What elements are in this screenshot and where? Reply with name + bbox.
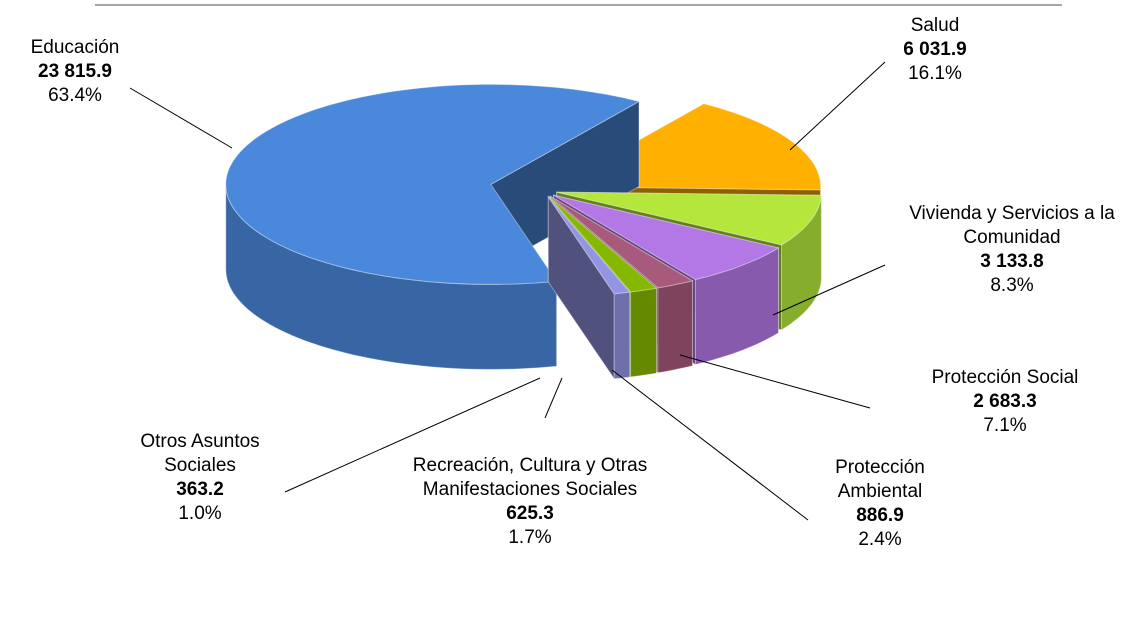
slice-side: [225, 184, 558, 370]
slice-top: [547, 196, 631, 295]
slice-side: [657, 280, 693, 374]
leader-line: [129, 87, 233, 149]
slice-label: Vivienda y Servicios a la Comunidad 3 133…: [892, 202, 1125, 298]
leader-line: [772, 264, 886, 316]
category-name: Salud: [910, 15, 960, 36]
slice-label: Protección Ambiental 886.9 2.4%: [805, 456, 955, 552]
slice-top: [556, 191, 822, 246]
slice-side: [630, 287, 657, 378]
percent-label: 1.0%: [178, 503, 222, 524]
percent-label: 1.7%: [508, 527, 552, 548]
slice-top: [553, 194, 780, 281]
slice-label: Protección Social 2 683.3 7.1%: [885, 366, 1125, 438]
value-label: 3 133.8: [980, 251, 1044, 272]
leader-line: [284, 377, 541, 493]
value-label: 2 683.3: [973, 391, 1037, 412]
leader-line: [544, 377, 563, 419]
category-name: Vivienda y Servicios a la Comunidad: [909, 203, 1115, 248]
pie-slice: [225, 83, 641, 370]
pie-slice: [547, 195, 631, 381]
percent-label: 8.3%: [990, 275, 1034, 296]
slice-label: Recreación, Cultura y Otras Manifestacio…: [405, 454, 655, 550]
slice-side: [613, 291, 631, 380]
category-name: Recreación, Cultura y Otras Manifestacio…: [412, 455, 648, 500]
value-label: 23 815.9: [38, 61, 112, 82]
category-name: Protección Ambiental: [835, 457, 925, 502]
slice-label: Educación 23 815.9 63.4%: [0, 36, 155, 108]
percent-label: 16.1%: [908, 63, 962, 84]
category-name: Educación: [30, 37, 120, 58]
percent-label: 2.4%: [858, 529, 902, 550]
value-label: 886.9: [856, 505, 904, 526]
value-label: 363.2: [176, 479, 224, 500]
leader-line: [789, 61, 886, 151]
slice-top: [548, 196, 658, 293]
slice-top: [225, 83, 641, 285]
slice-label: Salud 6 031.9 16.1%: [855, 14, 1015, 86]
category-name: Protección Social: [931, 367, 1079, 388]
percent-label: 63.4%: [48, 85, 102, 106]
percent-label: 7.1%: [983, 415, 1027, 436]
value-label: 625.3: [506, 503, 554, 524]
leader-line: [679, 354, 871, 409]
slice-top: [550, 195, 694, 289]
leader-line: [611, 369, 809, 521]
category-name: Otros Asuntos Sociales: [140, 431, 260, 476]
slice-label: Otros Asuntos Sociales 363.2 1.0%: [110, 430, 290, 526]
value-label: 6 031.9: [903, 39, 967, 60]
